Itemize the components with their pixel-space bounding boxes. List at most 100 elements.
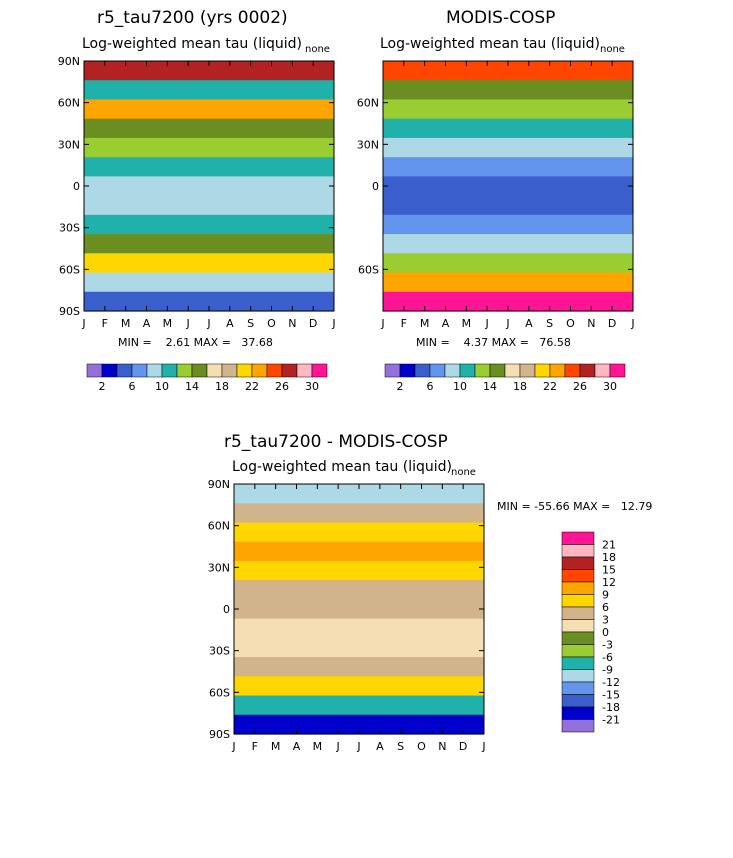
panel2-band-60S <box>383 253 633 274</box>
panel1-band-0 <box>84 176 334 197</box>
colorbar2-swatch <box>429 363 446 378</box>
colorbar3-label: 18 <box>602 551 616 564</box>
panel3-band-60S <box>234 676 484 697</box>
panel1-band-75S <box>84 272 334 293</box>
panel3-band-30S <box>234 637 484 658</box>
colorbar1-swatch <box>161 363 178 378</box>
panel2-ytick-label: 60N <box>357 97 379 110</box>
panel1-ytick-label: 0 <box>73 180 80 193</box>
panel3-ytick-label: 60S <box>209 686 230 699</box>
panel2-band-15S <box>383 195 633 216</box>
colorbar2-swatch <box>444 363 461 378</box>
panel3-stats: MIN = -55.66 MAX = 12.79 <box>497 500 653 513</box>
panel3-xtick-label: A <box>376 740 384 753</box>
panel2-ytick-label: 30N <box>357 138 379 151</box>
panel2-subtitle: Log-weighted mean tau (liquid) <box>380 36 600 52</box>
panel3-xtick-label: J <box>481 740 485 753</box>
colorbar3-swatch <box>561 719 595 733</box>
colorbar2-swatch <box>459 363 476 378</box>
panel2-xtick-label: D <box>608 317 616 330</box>
panel3-band-60N <box>234 522 484 543</box>
colorbar3-swatch <box>561 681 595 695</box>
colorbar3-label: -3 <box>602 639 613 652</box>
colorbar3-label: -6 <box>602 651 613 664</box>
panel3-band-45S <box>234 657 484 677</box>
panel1-band-45S <box>84 234 334 254</box>
panel2-xtick-label: O <box>566 317 575 330</box>
panel1-xtick-label: A <box>226 317 234 330</box>
panel3-xtick-label: N <box>438 740 446 753</box>
panel3-xtick-label: M <box>313 740 323 753</box>
panel1-band-60S <box>84 253 334 274</box>
colorbar1-swatch <box>146 363 163 378</box>
colorbar3-swatch <box>561 544 595 558</box>
panel2-xtick-label: J <box>630 317 634 330</box>
panel2-xtick-label: M <box>462 317 472 330</box>
colorbar1-label: 18 <box>215 380 229 393</box>
panel3-xtick-label: M <box>271 740 281 753</box>
panel2-xtick-label: M <box>420 317 430 330</box>
colorbar1-swatch <box>281 363 298 378</box>
colorbar3-label: -15 <box>602 689 620 702</box>
colorbar2-label: 30 <box>603 380 617 393</box>
colorbar2-label: 18 <box>513 380 527 393</box>
colorbar3-label: -18 <box>602 701 620 714</box>
panel2-band-75N <box>383 80 633 101</box>
colorbar2-label: 2 <box>397 380 404 393</box>
colorbar3-label: 0 <box>602 626 609 639</box>
panel1-ytick-label: 60N <box>58 97 80 110</box>
colorbar2-label: 26 <box>573 380 587 393</box>
colorbar1-swatch <box>236 363 253 378</box>
panel1-band-15S <box>84 195 334 216</box>
panel1-subtitle: Log-weighted mean tau (liquid) <box>82 36 302 52</box>
colorbar1-label: 2 <box>99 380 106 393</box>
panel3-ytick-label: 90S <box>209 728 230 741</box>
colorbar3-label: 15 <box>602 564 616 577</box>
panel3-xtick-label: O <box>417 740 426 753</box>
panel1-xtick-label: N <box>288 317 296 330</box>
colorbar3-label: 3 <box>602 614 609 627</box>
colorbar2-swatch <box>414 363 431 378</box>
colorbar2-label: 10 <box>453 380 467 393</box>
panel1-band-75N <box>84 80 334 101</box>
panel2-xtick-label: F <box>401 317 407 330</box>
panel3-ytick-label: 60N <box>208 520 230 533</box>
colorbar2-label: 22 <box>543 380 557 393</box>
panel1-band-60N <box>84 99 334 120</box>
panel2-xtick-label: A <box>525 317 533 330</box>
colorbar3-swatch <box>561 669 595 683</box>
colorbar3-swatch <box>561 581 595 595</box>
panel1-xtick-label: M <box>121 317 131 330</box>
panel3-title: r5_tau7200 - MODIS-COSP <box>224 432 448 452</box>
panel3-band-15S <box>234 618 484 639</box>
panel1-xtick-label: M <box>163 317 173 330</box>
panel2-xtick-label: J <box>485 317 489 330</box>
panel3-xtick-label: A <box>293 740 301 753</box>
colorbar2-swatch <box>609 363 626 378</box>
colorbar1-swatch <box>206 363 223 378</box>
colorbar3-swatch <box>561 594 595 608</box>
panel3-xtick-label: F <box>252 740 258 753</box>
panel3-band-75S <box>234 695 484 716</box>
colorbar1-label: 22 <box>245 380 259 393</box>
panel2-band-0 <box>383 176 633 197</box>
colorbar3-swatch <box>561 556 595 570</box>
colorbar2-swatch <box>384 363 401 378</box>
panel3-ytick-label: 30S <box>209 645 230 658</box>
colorbar3-label: 12 <box>602 576 616 589</box>
panel3-ytick-label: 30N <box>208 561 230 574</box>
panel3-band-75N <box>234 503 484 524</box>
colorbar3-swatch <box>561 706 595 720</box>
colorbar2-swatch <box>534 363 551 378</box>
colorbar2-swatch <box>519 363 536 378</box>
colorbar3-swatch <box>561 531 595 545</box>
colorbar1-swatch <box>116 363 133 378</box>
panel1-band-45N <box>84 118 334 139</box>
colorbar1-label: 26 <box>275 380 289 393</box>
panel1-xtick-label: J <box>206 317 210 330</box>
colorbar3-label: 9 <box>602 589 609 602</box>
panel2-xtick-label: A <box>442 317 450 330</box>
colorbar1-swatch <box>176 363 193 378</box>
colorbar3-swatch <box>561 619 595 633</box>
